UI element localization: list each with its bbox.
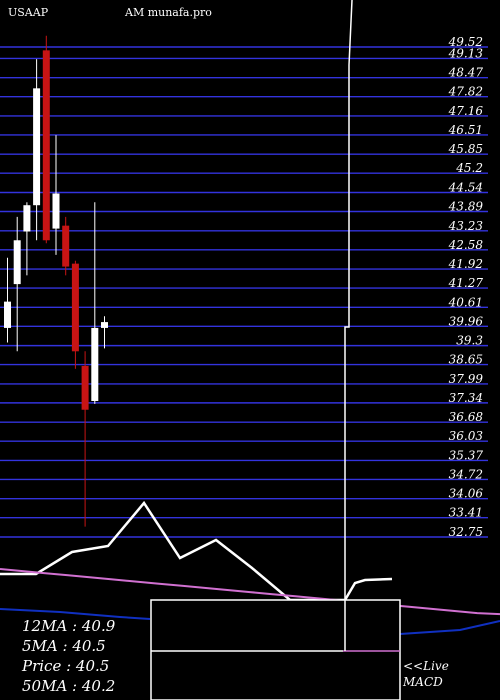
ma12-readout: 12MA : 40.9 (22, 617, 116, 635)
y-tick-label: 39.96 (449, 314, 484, 328)
site-label: AM munafa.pro (125, 6, 212, 19)
y-tick-label: 45.85 (448, 142, 483, 156)
live-price-line (344, 0, 353, 651)
candle-body (91, 327, 99, 401)
y-tick-label: 44.54 (448, 181, 483, 195)
price-grid (0, 46, 488, 538)
indicator-line (399, 620, 500, 635)
candle-body (42, 50, 50, 241)
y-tick-label: 46.51 (448, 123, 483, 137)
ma5-readout: 5MA : 40.5 (22, 637, 106, 655)
y-tick-label: 47.82 (448, 85, 483, 99)
candlesticks (4, 35, 108, 527)
y-tick-label: 49.52 (448, 35, 483, 49)
price-readout: Price : 40.5 (22, 657, 110, 675)
y-tick-label: 45.2 (455, 161, 483, 175)
y-tick-label: 37.34 (449, 391, 483, 405)
y-tick-label: 47.16 (448, 104, 484, 118)
y-tick-label: 43.23 (448, 219, 484, 233)
y-tick-label: 34.06 (449, 487, 484, 501)
candle-body (101, 322, 108, 328)
y-tick-label: 32.75 (449, 525, 483, 539)
candle-body (23, 205, 31, 232)
live-link[interactable]: <<Live (403, 659, 449, 673)
y-tick-label: 41.27 (448, 276, 484, 290)
candle-body (33, 88, 41, 206)
info-box (150, 599, 401, 700)
y-tick-label: 37.99 (449, 372, 484, 386)
y-tick-label: 42.58 (448, 238, 484, 252)
y-tick-label: 39.3 (456, 334, 483, 348)
y-tick-label: 38.65 (449, 353, 483, 367)
y-tick-label: 36.03 (449, 429, 484, 443)
indicator-line (0, 568, 500, 616)
y-tick-label: 35.37 (449, 448, 484, 462)
candle-body (4, 301, 11, 328)
indicator-lines (0, 500, 500, 635)
y-tick-label: 34.72 (449, 467, 483, 481)
candle-body (62, 225, 70, 267)
symbol-label: USAAP (8, 6, 49, 19)
candle-body (13, 240, 21, 285)
indicator-line (0, 608, 151, 620)
ma50-readout: 50MA : 40.2 (22, 677, 116, 695)
y-tick-label: 41.92 (448, 257, 483, 271)
candle-body (52, 193, 60, 229)
y-tick-label: 33.41 (449, 506, 483, 520)
y-tick-label: 43.89 (448, 200, 484, 214)
y-tick-label: 48.47 (448, 66, 484, 80)
candle-body (71, 263, 79, 352)
y-tick-label: 49.13 (448, 46, 484, 60)
indicator-line (0, 500, 393, 602)
y-tick-label: 36.68 (449, 410, 484, 424)
macd-label: MACD (403, 675, 443, 689)
candle-body (81, 365, 89, 410)
y-tick-label: 40.61 (448, 295, 483, 309)
